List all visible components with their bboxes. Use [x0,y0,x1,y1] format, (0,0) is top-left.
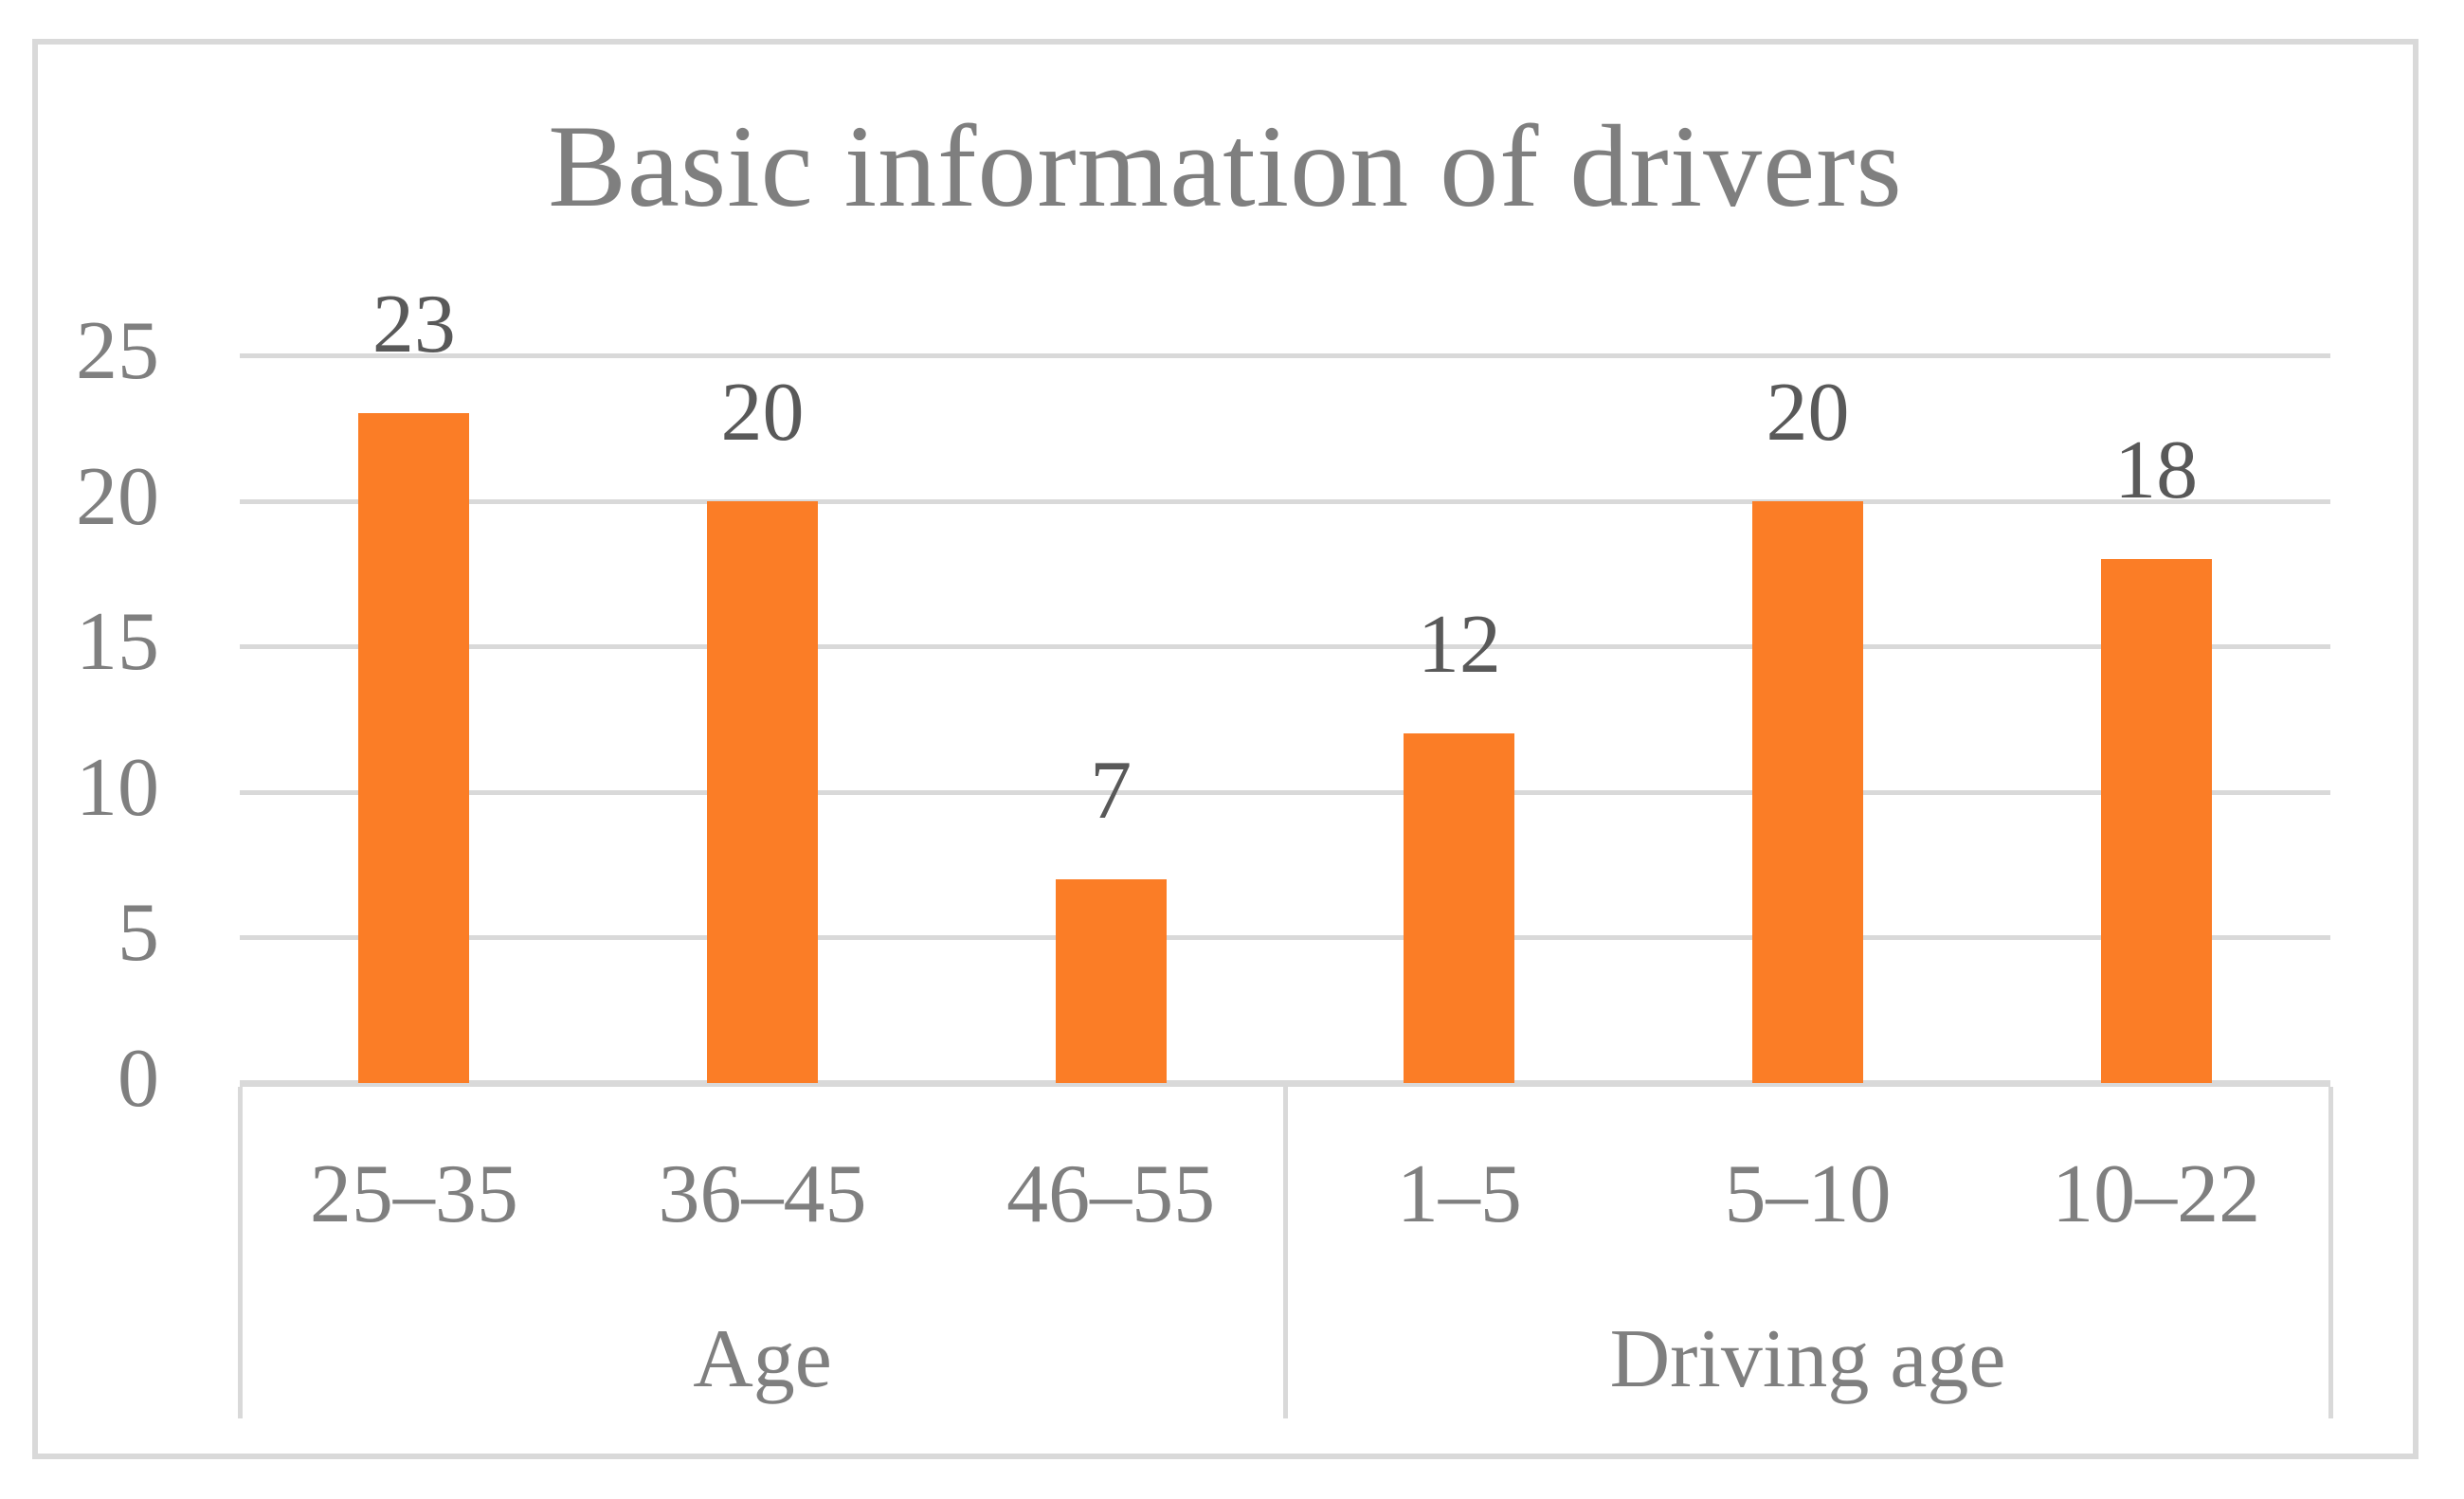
axis-table-divider-3 [1283,1087,1288,1418]
y-axis-label-5: 5 [118,887,159,980]
y-axis-label-20: 20 [76,450,159,543]
bar-1–5 [1404,733,1515,1083]
axis-table-divider-6 [2328,1087,2333,1418]
gridline-25 [240,353,2330,358]
category-label-10–22: 10–22 [2052,1148,2261,1240]
category-label-5–10: 5–10 [1724,1148,1892,1240]
gridline-15 [240,644,2330,650]
category-label-1–5: 1–5 [1396,1148,1522,1240]
bar-5–10 [1752,500,1863,1083]
bar-10–22 [2100,559,2212,1083]
x-axis-line [240,1080,2330,1087]
axis-table-divider-0 [238,1087,243,1418]
category-label-36–45: 36–45 [658,1148,867,1240]
group-label-age: Age [693,1313,832,1405]
gridline-20 [240,498,2330,504]
chart-title: Basic information of drivers [548,101,1903,231]
group-label-driving-age: Driving age [1609,1313,2006,1405]
figure-border [32,39,2419,1459]
y-axis-label-10: 10 [76,741,159,834]
y-axis-label-25: 25 [76,305,159,397]
gridline-5 [240,935,2330,941]
bar-25–35 [358,413,470,1083]
data-label-25–35: 23 [371,279,456,371]
data-label-46–55: 7 [1090,744,1132,837]
bar-36–45 [707,500,818,1083]
bar-46–55 [1055,878,1167,1083]
y-axis-label-0: 0 [118,1033,159,1125]
data-label-1–5: 12 [1417,599,1501,692]
category-label-25–35: 25–35 [309,1148,518,1240]
data-label-5–10: 20 [1766,366,1850,459]
category-label-46–55: 46–55 [1006,1148,1216,1240]
y-axis-label-15: 15 [76,596,159,689]
data-label-36–45: 20 [720,366,805,459]
gridline-10 [240,789,2330,795]
data-label-10–22: 18 [2114,424,2199,517]
